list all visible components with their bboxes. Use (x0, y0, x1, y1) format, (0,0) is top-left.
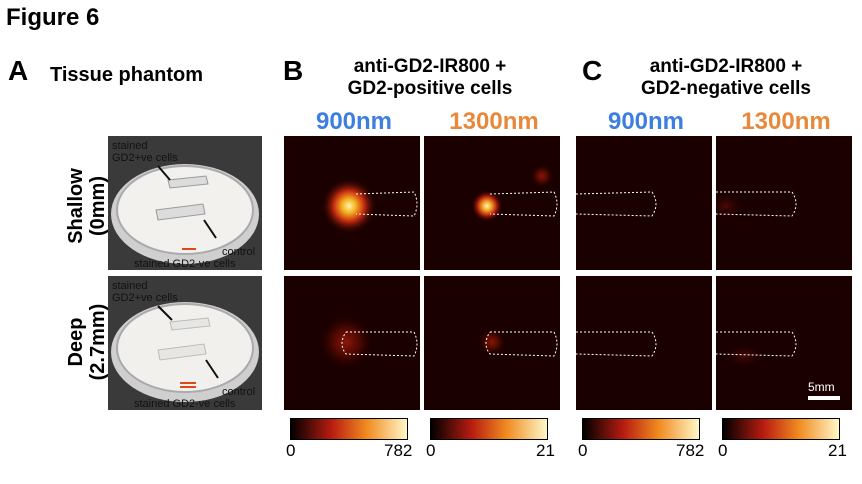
image-c-deep-1300: 5mm (716, 276, 852, 410)
colorbar-c-1300-min: 0 (718, 441, 728, 460)
phantom-photo-shallow (108, 136, 262, 270)
phantom-photo-deep (108, 276, 262, 410)
figure-title: Figure 6 (6, 4, 100, 31)
photo-label-gd2neg-shallow: stained GD2-ve cells (134, 258, 236, 270)
petri-dish-deep (108, 276, 262, 410)
panel-b-title-line2: GD2-positive cells (347, 78, 513, 99)
colorbar-c-1300-max: 21 (828, 441, 847, 460)
panel-c-title-line1: anti-GD2-IR800 + (649, 56, 803, 77)
colorbar-b-1300-min: 0 (426, 441, 436, 460)
colorbar-b-900 (290, 418, 408, 440)
colorbar-b-1300-max: 21 (536, 441, 555, 460)
panel-b-title: anti-GD2-IR800 + GD2-positive cells (320, 56, 540, 100)
row-label-deep: Deep (2.7mm) (65, 277, 109, 407)
row-label-shallow: Shallow (0mm) (65, 141, 109, 271)
photo-label-stained-shallow: stained (112, 140, 148, 152)
colorbar-c-900 (582, 418, 700, 440)
image-c-deep-900 (576, 276, 712, 410)
scale-bar-label: 5mm (808, 380, 835, 394)
image-b-deep-1300 (424, 276, 560, 410)
panel-c-letter: C (582, 55, 603, 86)
photo-label-control-deep: control (222, 386, 256, 398)
colorbar-c-1300 (722, 418, 840, 440)
image-b-shallow-900 (284, 136, 420, 270)
photo-label-control-shallow: control (222, 246, 256, 258)
photo-label-stained-deep: stained (112, 280, 148, 292)
panel-a-letter: A (8, 55, 29, 86)
colorbar-b-1300 (430, 418, 548, 440)
scale-bar (808, 396, 840, 400)
image-b-shallow-1300 (424, 136, 560, 270)
wavelength-c-1300: 1300nm (741, 108, 831, 135)
panel-b-letter: B (283, 55, 304, 86)
image-c-shallow-1300 (716, 136, 852, 270)
row-label-shallow-line2: (0mm) (87, 176, 109, 237)
image-c-shallow-900 (576, 136, 712, 270)
wavelength-b-900: 900nm (315, 108, 393, 135)
panel-b-title-line1: anti-GD2-IR800 + (353, 56, 507, 77)
wavelength-c-900: 900nm (607, 108, 685, 135)
panel-a-title: Tissue phantom (50, 64, 203, 86)
photo-label-gd2neg-deep: stained GD2-ve cells (134, 398, 236, 410)
wavelength-b-1300: 1300nm (449, 108, 539, 135)
photo-label-gd2pos-shallow: GD2+ve cells (112, 152, 178, 164)
colorbar-c-900-min: 0 (578, 441, 588, 460)
image-b-deep-900 (284, 276, 420, 410)
row-label-deep-line1: Deep (65, 317, 87, 367)
row-label-shallow-line1: Shallow (65, 168, 87, 244)
panel-c-title: anti-GD2-IR800 + GD2-negative cells (616, 56, 836, 100)
row-label-deep-line2: (2.7mm) (87, 303, 109, 381)
photo-label-gd2pos-deep: GD2+ve cells (112, 292, 178, 304)
colorbar-b-900-min: 0 (286, 441, 296, 460)
colorbar-c-900-max: 782 (676, 441, 705, 460)
petri-dish-shallow (108, 136, 262, 270)
panel-c-title-line2: GD2-negative cells (640, 78, 812, 99)
colorbar-b-900-max: 782 (384, 441, 413, 460)
